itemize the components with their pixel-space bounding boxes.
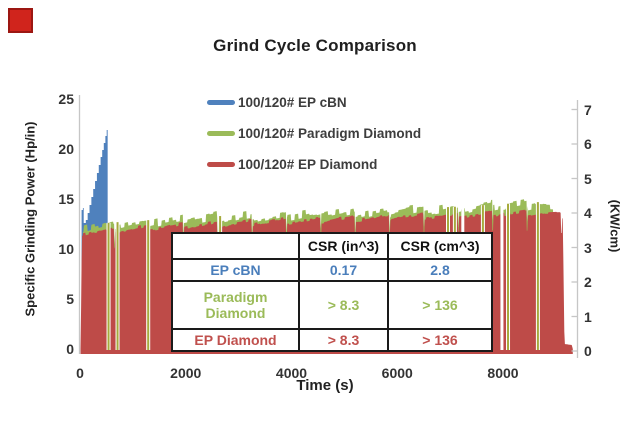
csr-row-ep-cbn: EP cBN 0.17 2.8: [171, 258, 493, 282]
row-label: EP cBN: [171, 258, 300, 282]
tick-label: 1: [584, 308, 592, 325]
tick-label: 15: [58, 191, 74, 207]
legend-item-paradigm-diamond: 100/120# Paradigm Diamond: [207, 118, 421, 149]
tick-label: 6000: [381, 365, 413, 381]
csr-cm3-value: 2.8: [387, 258, 493, 282]
tick-label: 6: [584, 136, 592, 152]
chart-title: Grind Cycle Comparison: [213, 36, 417, 55]
csr-header-cm3-cell: CSR (cm^3): [387, 232, 493, 260]
legend-item-ep-cbn: 100/120# EP cBN: [207, 87, 421, 118]
tick-label: 2000: [170, 365, 202, 381]
tick-label: 4000: [275, 365, 308, 381]
tick-label: 8000: [487, 365, 519, 381]
csr-header-in3-cell: CSR (in^3): [298, 232, 389, 260]
csr-cm3-value: > 136: [387, 280, 493, 330]
row-label: Paradigm Diamond: [171, 280, 300, 330]
legend-swatch-blue-line-icon: [207, 100, 235, 105]
csr-row-paradigm-diamond: Paradigm Diamond > 8.3 > 136: [171, 280, 493, 330]
tick-label: 4: [584, 205, 592, 221]
tick-label: 0: [584, 343, 592, 359]
csr-in3-value: > 8.3: [298, 328, 389, 352]
legend-label-ep-cbn: 100/120# EP cBN: [238, 95, 347, 110]
tick-label: 0: [66, 341, 74, 357]
y-axis-right-title: (KW/cm): [607, 199, 623, 253]
csr-in3-value: 0.17: [298, 258, 389, 282]
tick-label: 0: [76, 365, 84, 381]
csr-table: CSR (in^3) CSR (cm^3) EP cBN 0.17 2.8 Pa…: [171, 232, 493, 352]
x-axis-title: Time (s): [296, 377, 354, 394]
csr-in3-value: > 8.3: [298, 280, 389, 330]
tick-label: 25: [58, 91, 74, 107]
legend-label-ep-diamond: 100/120# EP Diamond: [238, 157, 378, 172]
legend-item-ep-diamond: 100/120# EP Diamond: [207, 149, 421, 180]
legend-label-paradigm-diamond: 100/120# Paradigm Diamond: [238, 126, 422, 141]
tick-label: 7: [584, 101, 592, 118]
csr-table-header-row: CSR (in^3) CSR (cm^3): [171, 232, 493, 260]
tick-label: 3: [584, 239, 592, 256]
legend: 100/120# EP cBN 100/120# Paradigm Diamon…: [207, 87, 421, 180]
tick-label: 5: [66, 291, 74, 307]
tick-label: 2: [584, 274, 592, 290]
csr-row-ep-diamond: EP Diamond > 8.3 > 136: [171, 328, 493, 352]
csr-cm3-value: > 136: [387, 328, 493, 352]
legend-swatch-red-line-icon: [207, 162, 235, 167]
tick-label: 5: [584, 170, 592, 187]
red-square-decoration: [8, 8, 33, 33]
row-label: EP Diamond: [171, 328, 300, 352]
legend-swatch-green-line-icon: [207, 131, 235, 136]
csr-header-blank-cell: [171, 232, 300, 260]
y-axis-left-title: Specific Grinding Power (Hp/in): [22, 121, 38, 317]
tick-label: 10: [58, 241, 74, 257]
tick-label: 20: [58, 141, 74, 157]
